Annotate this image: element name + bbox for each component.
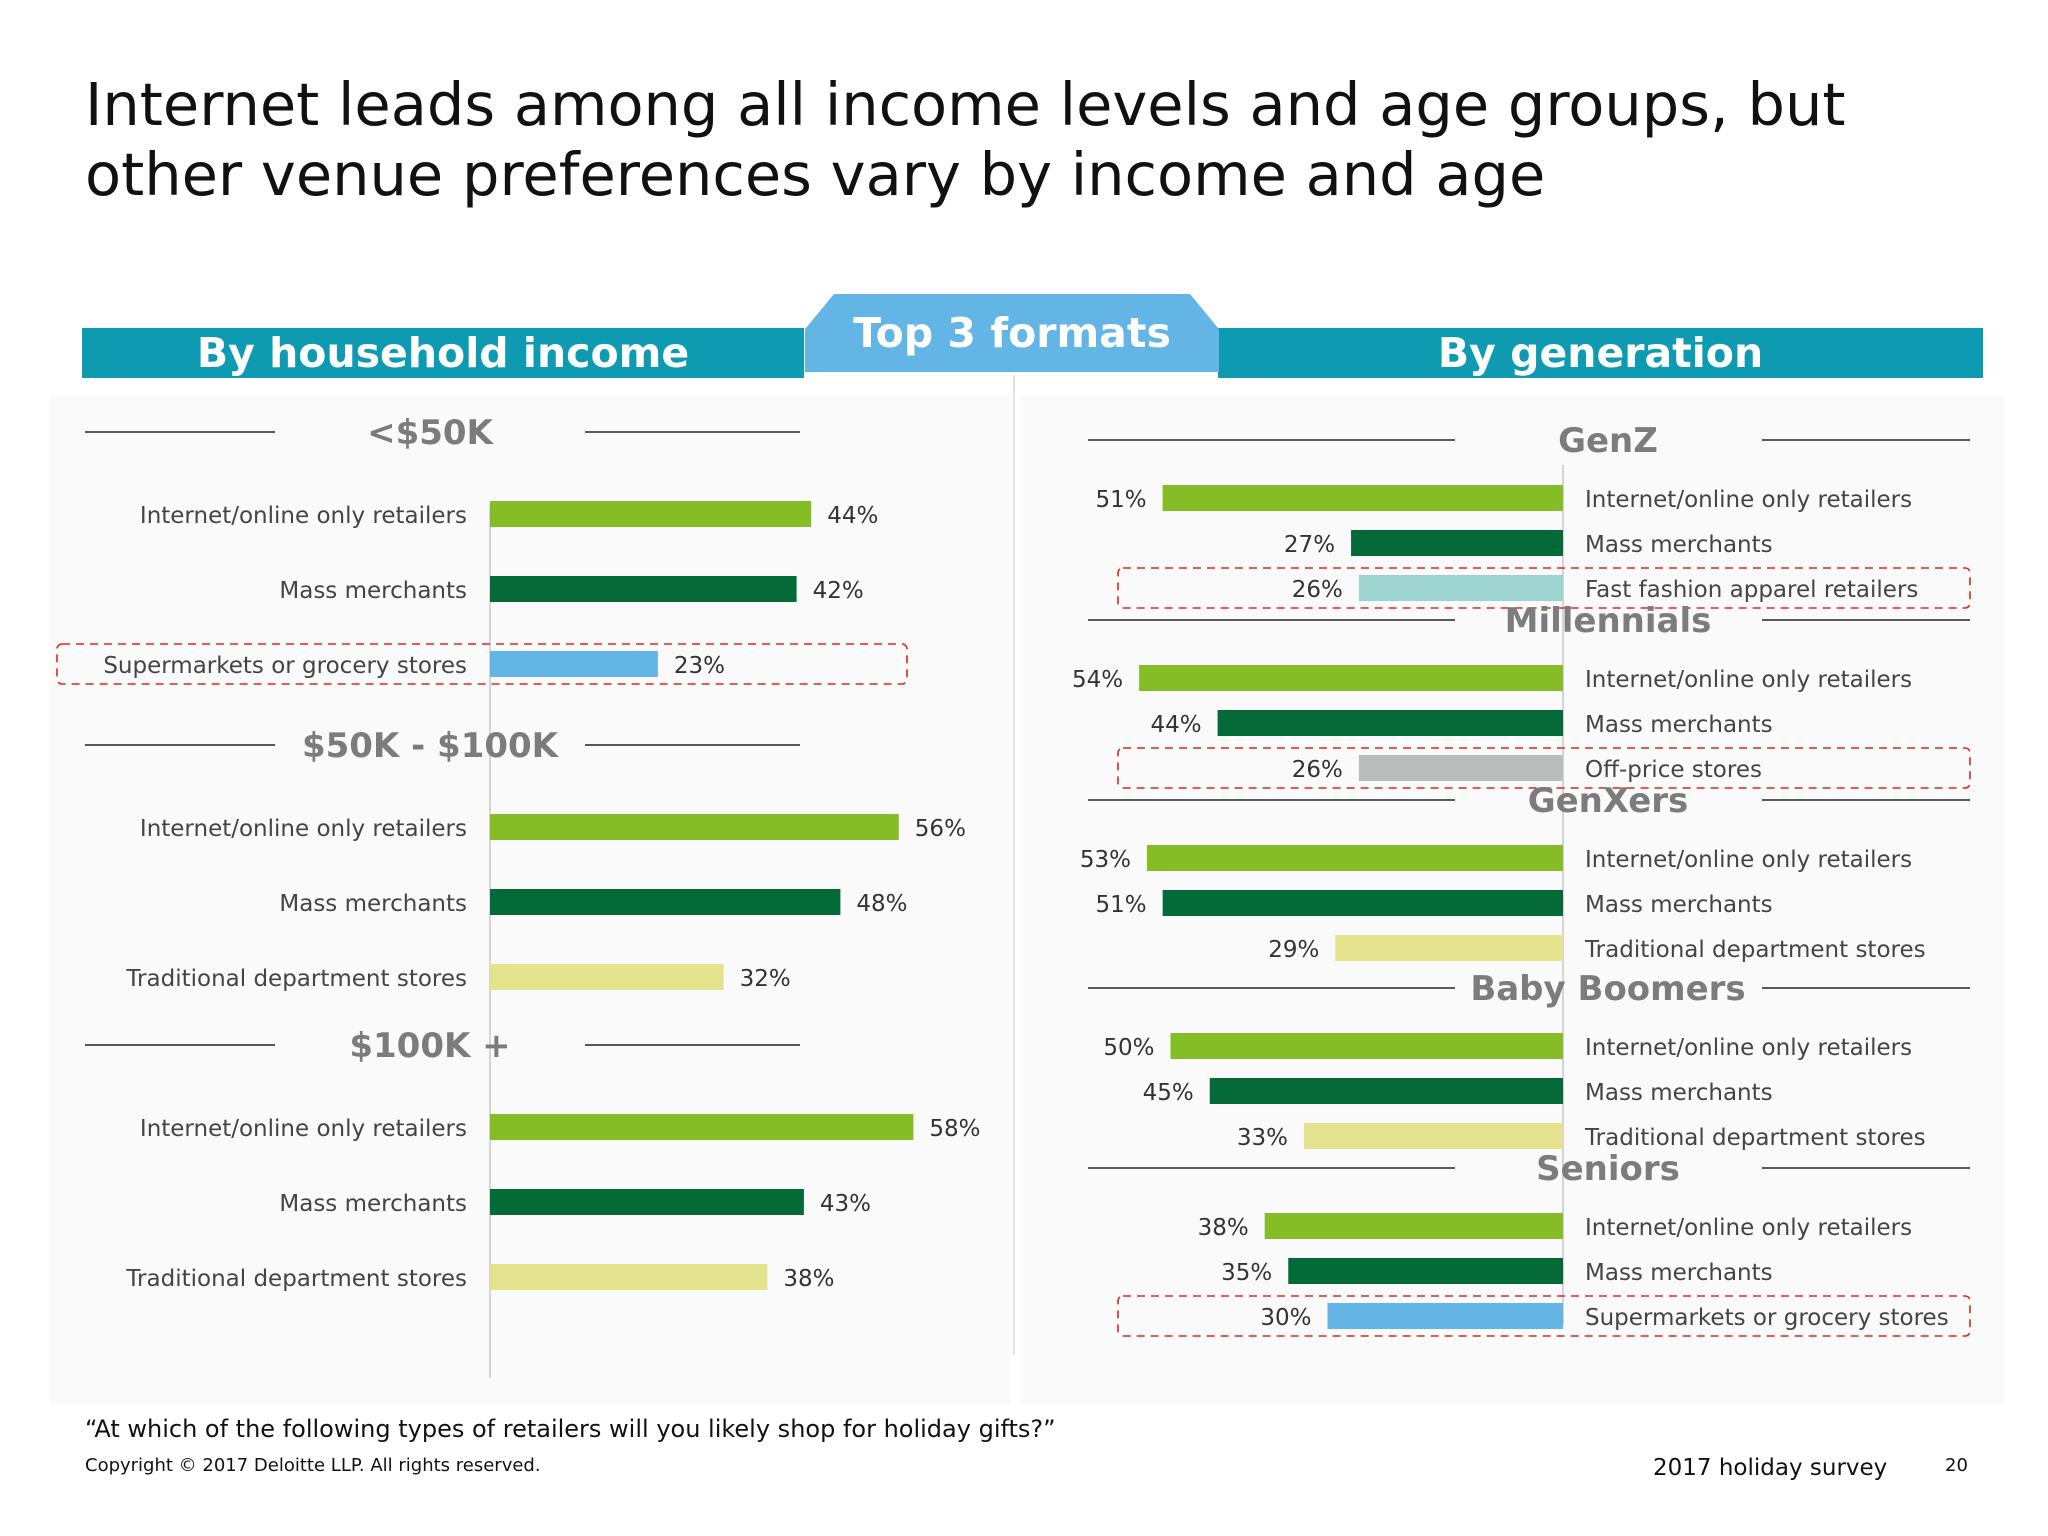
value-label: 42% bbox=[813, 578, 864, 604]
value-label: 38% bbox=[783, 1266, 834, 1292]
value-label: 44% bbox=[827, 503, 878, 529]
category-label: Supermarkets or grocery stores bbox=[103, 653, 467, 679]
bar bbox=[1139, 665, 1563, 691]
generation-group-title: Baby Boomers bbox=[1470, 969, 1745, 1009]
bar bbox=[1170, 1033, 1563, 1059]
highlight-box bbox=[1117, 747, 1971, 789]
category-label: Supermarkets or grocery stores bbox=[1585, 1305, 1949, 1331]
category-label: Fast fashion apparel retailers bbox=[1585, 577, 1918, 603]
bar bbox=[490, 889, 841, 915]
value-label: 29% bbox=[1268, 937, 1319, 963]
category-label: Internet/online only retailers bbox=[1585, 667, 1912, 693]
value-label: 45% bbox=[1143, 1080, 1194, 1106]
value-label: 38% bbox=[1198, 1215, 1249, 1241]
category-label: Mass merchants bbox=[279, 1191, 467, 1217]
bar bbox=[1264, 1213, 1563, 1239]
category-label: Traditional department stores bbox=[1584, 937, 1926, 963]
bar bbox=[1288, 1258, 1563, 1284]
category-label: Internet/online only retailers bbox=[1585, 847, 1912, 873]
category-label: Traditional department stores bbox=[125, 966, 467, 992]
page-number: 20 bbox=[1945, 1455, 1968, 1476]
highlight-box bbox=[1117, 1295, 1971, 1337]
value-label: 44% bbox=[1150, 712, 1201, 738]
income-group-title: $100K + bbox=[349, 1026, 510, 1066]
category-label: Mass merchants bbox=[279, 891, 467, 917]
category-label: Mass merchants bbox=[279, 578, 467, 604]
category-label: Mass merchants bbox=[1585, 712, 1773, 738]
generation-group-title: GenZ bbox=[1558, 421, 1658, 461]
copyright-text: Copyright © 2017 Deloitte LLP. All right… bbox=[85, 1455, 541, 1476]
value-label: 23% bbox=[674, 653, 725, 679]
bar bbox=[490, 1264, 768, 1290]
value-label: 51% bbox=[1096, 487, 1147, 513]
value-label: 48% bbox=[856, 891, 907, 917]
bar bbox=[490, 651, 658, 677]
value-label: 43% bbox=[820, 1191, 871, 1217]
bar bbox=[1162, 485, 1563, 511]
bar bbox=[1162, 890, 1563, 916]
category-label: Off-price stores bbox=[1585, 757, 1762, 783]
bar bbox=[1217, 710, 1563, 736]
value-label: 32% bbox=[740, 966, 791, 992]
category-label: Internet/online only retailers bbox=[140, 1116, 467, 1142]
category-label: Internet/online only retailers bbox=[1585, 487, 1912, 513]
value-label: 53% bbox=[1080, 847, 1131, 873]
value-label: 27% bbox=[1284, 532, 1335, 558]
value-label: 56% bbox=[915, 816, 966, 842]
bar bbox=[1358, 575, 1563, 601]
top-formats-banner: Top 3 formats bbox=[805, 294, 1219, 372]
bar bbox=[1146, 845, 1563, 871]
center-divider bbox=[1013, 375, 1015, 1355]
category-label: Internet/online only retailers bbox=[1585, 1035, 1912, 1061]
value-label: 30% bbox=[1260, 1305, 1311, 1331]
bar bbox=[490, 1114, 914, 1140]
bar bbox=[1209, 1078, 1563, 1104]
value-label: 26% bbox=[1292, 757, 1343, 783]
highlight-box bbox=[1117, 567, 1971, 609]
page-title: Internet leads among all income levels a… bbox=[85, 70, 1846, 209]
category-label: Traditional department stores bbox=[125, 1266, 467, 1292]
income-group-title: <$50K bbox=[367, 413, 494, 453]
bar bbox=[490, 1189, 804, 1215]
bar bbox=[1335, 935, 1563, 961]
value-label: 26% bbox=[1292, 577, 1343, 603]
survey-label: 2017 holiday survey bbox=[1653, 1455, 1888, 1481]
category-label: Mass merchants bbox=[1585, 1080, 1773, 1106]
generation-group-title: Millennials bbox=[1505, 601, 1712, 641]
category-label: Mass merchants bbox=[1585, 532, 1773, 558]
value-label: 35% bbox=[1221, 1260, 1272, 1286]
bar bbox=[1327, 1303, 1563, 1329]
income-group-title: $50K - $100K bbox=[302, 726, 560, 766]
income-banner: By household income bbox=[82, 328, 804, 378]
generation-group-title: GenXers bbox=[1528, 781, 1689, 821]
value-label: 58% bbox=[929, 1116, 980, 1142]
bar bbox=[1358, 755, 1563, 781]
bar bbox=[1351, 530, 1563, 556]
category-label: Mass merchants bbox=[1585, 892, 1773, 918]
value-label: 51% bbox=[1096, 892, 1147, 918]
survey-question: “At which of the following types of reta… bbox=[85, 1415, 1056, 1443]
value-label: 54% bbox=[1072, 667, 1123, 693]
category-label: Traditional department stores bbox=[1584, 1125, 1926, 1151]
category-label: Internet/online only retailers bbox=[1585, 1215, 1912, 1241]
bar bbox=[490, 501, 812, 527]
bar bbox=[490, 964, 724, 990]
bar bbox=[490, 814, 899, 840]
category-label: Internet/online only retailers bbox=[140, 816, 467, 842]
bar bbox=[490, 576, 797, 602]
highlight-box bbox=[56, 643, 908, 685]
category-label: Internet/online only retailers bbox=[140, 503, 467, 529]
bar bbox=[1303, 1123, 1563, 1149]
category-label: Mass merchants bbox=[1585, 1260, 1773, 1286]
generation-group-title: Seniors bbox=[1536, 1149, 1680, 1189]
value-label: 33% bbox=[1237, 1125, 1288, 1151]
value-label: 50% bbox=[1103, 1035, 1154, 1061]
generation-banner: By generation bbox=[1218, 328, 1983, 378]
